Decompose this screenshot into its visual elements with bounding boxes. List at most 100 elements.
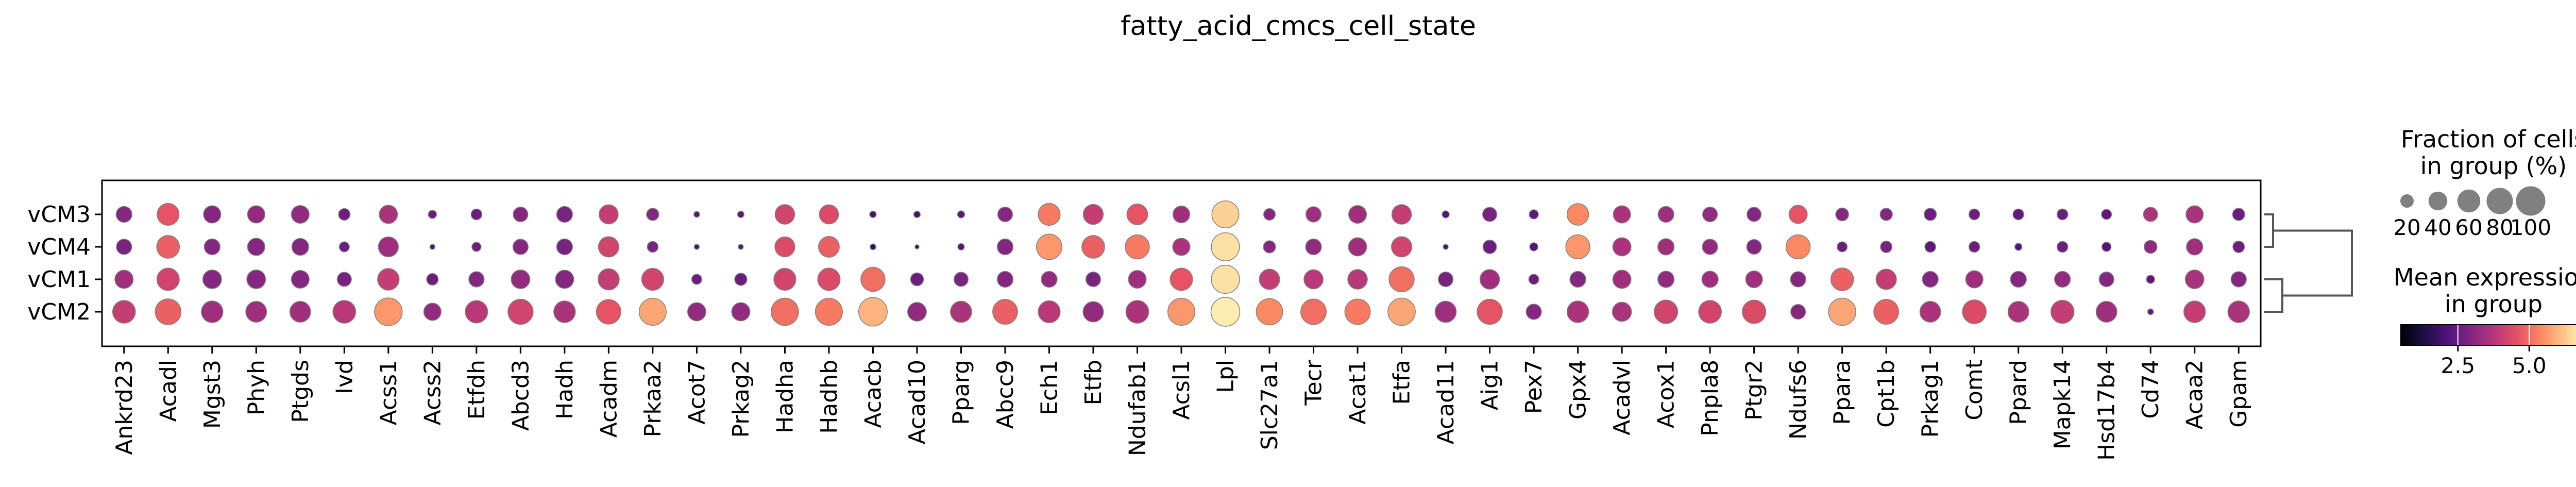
dot-vCM2-Pnpla8 xyxy=(1698,300,1722,324)
gene-label: Pex7 xyxy=(1521,360,1547,414)
dot-vCM3-Prkag1 xyxy=(1924,208,1937,221)
dot-vCM2-Hsd17b4 xyxy=(2095,301,2117,323)
dot-vCM1-Abcd3 xyxy=(511,270,531,289)
dot-vCM2-Cd74 xyxy=(2147,308,2154,315)
dot-vCM2-Hadha xyxy=(771,297,799,326)
dot-vCM1-Etfb xyxy=(1085,271,1101,288)
dot-vCM1-Acss1 xyxy=(377,268,400,291)
gene-label: Ppard xyxy=(2006,360,2032,425)
dot-vCM1-Mapk14 xyxy=(2054,271,2071,288)
dot-vCM3-Acox1 xyxy=(1657,206,1674,223)
dot-vCM1-Slc27a1 xyxy=(1259,268,1280,290)
dot-vCM4-Etfdh xyxy=(471,242,482,252)
colorbar xyxy=(2400,324,2576,346)
gene-label: Etfdh xyxy=(464,360,490,419)
dot-vCM1-Acat1 xyxy=(1347,269,1368,290)
dot-vCM2-Slc27a1 xyxy=(1256,298,1283,326)
gene-label: Mapk14 xyxy=(2049,360,2076,449)
gene-label: Aig1 xyxy=(1477,360,1503,410)
dot-vCM4-Etfb xyxy=(1081,235,1105,259)
gene-label: Gpx4 xyxy=(1565,360,1591,419)
color-legend-title-line2: in group xyxy=(2445,290,2543,318)
dot-vCM2-Prkaa2 xyxy=(638,297,667,326)
dot-vCM3-Ppara xyxy=(1835,207,1849,222)
dot-vCM3-Acadm xyxy=(599,204,619,225)
row-labels: vCM3 vCM4 vCM1 vCM2 xyxy=(27,201,102,325)
size-legend-label: 80 xyxy=(2486,215,2513,240)
dot-vCM4-Lpl xyxy=(1211,232,1240,262)
dot-vCM1-Acad11 xyxy=(1438,271,1454,288)
dot-vCM3-Ankrd23 xyxy=(115,206,132,223)
gene-label: Acat1 xyxy=(1345,360,1371,425)
dot-vCM4-Ptgr2 xyxy=(1746,239,1762,255)
dot-vCM2-Prkag1 xyxy=(1919,301,1941,323)
gene-label: Abcc9 xyxy=(992,360,1019,429)
dot-vCM4-Acot7 xyxy=(693,244,700,250)
dot-vCM2-Acad11 xyxy=(1434,300,1457,323)
dot-vCM4-Prkag2 xyxy=(738,244,744,250)
dot-vCM3-Hadh xyxy=(556,206,573,223)
dot-vCM2-Pparg xyxy=(950,300,972,323)
dot-vCM2-Cpt1b xyxy=(1873,299,1900,325)
dot-vCM3-Acot7 xyxy=(693,211,700,218)
dot-vCM3-Hadha xyxy=(774,204,795,225)
dot-vCM4-Ppara xyxy=(1837,241,1848,253)
dot-vCM1-Acacb xyxy=(860,266,886,292)
dot-vCM1-Ech1 xyxy=(1041,271,1058,288)
dot-vCM2-Acadm xyxy=(596,299,621,325)
dot-vCM4-Gpam xyxy=(2232,241,2245,253)
dot-vCM3-Hsd17b4 xyxy=(2101,209,2112,220)
color-legend: Mean expression in group 2.5 5.0 xyxy=(2394,263,2576,378)
gene-labels: Ankrd23 Acadl Mgst3 Phyh Ptgds Ivd Acss1 Acss2 E… xyxy=(111,346,2252,461)
dot-vCM1-Ndufs6 xyxy=(1790,271,1806,288)
dot-vCM1-Acad10 xyxy=(910,272,924,287)
dot-vCM2-Hadhb xyxy=(815,297,843,326)
colorbar-tick-label: 5.0 xyxy=(2512,353,2547,378)
dot-vCM1-Prkag2 xyxy=(734,273,748,286)
gene-label: Acad11 xyxy=(1433,360,1459,444)
dot-vCM4-Abcd3 xyxy=(512,239,529,255)
dot-vCM3-Cd74 xyxy=(2143,207,2158,222)
dot-vCM1-Etfa xyxy=(1388,266,1415,293)
gene-label: Hadhb xyxy=(816,360,842,434)
gene-label: Pnpla8 xyxy=(1697,360,1723,436)
dot-vCM1-Pex7 xyxy=(1528,274,1539,285)
dot-vCM1-Etfdh xyxy=(468,271,485,288)
dot-vCM3-Ndufab1 xyxy=(1126,204,1148,225)
gene-label: Ppara xyxy=(1829,360,1856,425)
dot-vCM3-Etfb xyxy=(1082,204,1104,225)
dot-vCM3-Phyh xyxy=(247,205,265,224)
gene-label: Ndufs6 xyxy=(1785,360,1811,440)
dot-vCM4-Pex7 xyxy=(1529,242,1538,251)
dot-vCM4-Cpt1b xyxy=(1880,241,1893,253)
dot-vCM1-Pnpla8 xyxy=(1701,271,1719,288)
gene-label: Acad10 xyxy=(904,360,930,444)
dot-vCM1-Ndufab1 xyxy=(1128,270,1147,289)
gene-label: Etfa xyxy=(1389,360,1415,405)
dot-vCM1-Lpl xyxy=(1211,264,1240,294)
dot-vCM3-Prkaa2 xyxy=(646,208,659,221)
dots xyxy=(112,200,2250,327)
size-legend-dot xyxy=(2516,186,2546,216)
gene-label: Ankrd23 xyxy=(111,360,138,455)
dot-vCM3-Abcc9 xyxy=(997,206,1013,223)
dot-vCM4-Acacb xyxy=(870,243,876,250)
dot-vCM4-Abcc9 xyxy=(996,238,1014,256)
dot-vCM2-Tecr xyxy=(1300,298,1327,325)
dot-vCM3-Ech1 xyxy=(1038,203,1061,226)
dot-vCM3-Etfa xyxy=(1391,204,1412,225)
dot-vCM3-Abcd3 xyxy=(513,206,529,223)
dot-vCM2-Acsl1 xyxy=(1167,297,1196,326)
dot-vCM1-Acox1 xyxy=(1657,271,1675,288)
gene-label: Phyh xyxy=(243,360,269,415)
dot-vCM3-Acaa2 xyxy=(2185,205,2204,224)
size-legend-label: 40 xyxy=(2424,215,2451,240)
gene-label: Hadha xyxy=(772,360,798,433)
dot-vCM1-Acot7 xyxy=(691,274,702,285)
dot-vCM2-Acss2 xyxy=(423,303,442,321)
gene-label: Cd74 xyxy=(2138,360,2164,419)
dot-vCM2-Acss1 xyxy=(374,297,403,326)
dot-vCM3-Ppard xyxy=(2012,208,2024,221)
size-legend-title-line1: Fraction of cells xyxy=(2401,125,2576,153)
dot-vCM2-Ppara xyxy=(1828,297,1856,326)
